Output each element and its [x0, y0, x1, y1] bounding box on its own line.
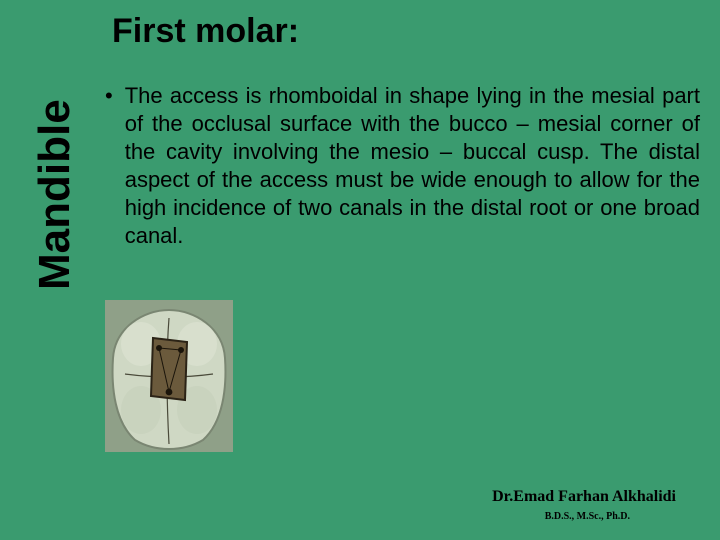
tooth-molar-illustration	[105, 300, 233, 452]
bullet-marker: •	[105, 82, 113, 110]
content-block: • The access is rhomboidal in shape lyin…	[105, 82, 700, 250]
body-text: The access is rhomboidal in shape lying …	[125, 82, 700, 250]
bullet-row: • The access is rhomboidal in shape lyin…	[105, 82, 700, 250]
author-credentials: B.D.S., M.Sc., Ph.D.	[545, 511, 630, 522]
author-name: Dr.Emad Farhan Alkhalidi	[492, 488, 676, 506]
slide-title: First molar:	[112, 12, 299, 51]
side-label-mandible: Mandible	[30, 99, 80, 290]
